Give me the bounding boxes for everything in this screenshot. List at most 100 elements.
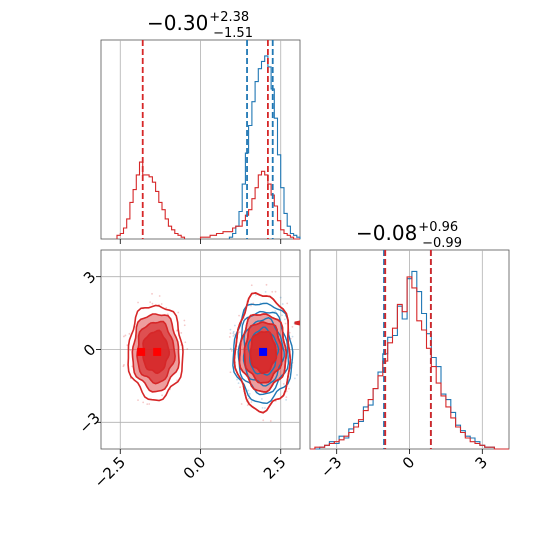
red-sample-point <box>250 284 253 287</box>
blue-histogram-p0 <box>228 55 301 239</box>
red-sample-point <box>288 387 290 390</box>
red-sample-point <box>146 403 149 406</box>
red-sample-point <box>285 390 288 393</box>
red-sample-point <box>186 348 189 350</box>
histogram-p0-quantile-lines <box>141 40 274 239</box>
histogram-p1-grid <box>336 250 483 449</box>
red-sample-point <box>122 365 125 368</box>
contour-yticks: −3 0 3 <box>76 268 104 438</box>
red-sample-point <box>246 404 249 407</box>
red-sample-point <box>269 420 272 422</box>
red-sample-point <box>271 290 274 293</box>
blue-sample-point <box>291 335 294 338</box>
blue-sample-point <box>236 378 238 381</box>
red-sample-point <box>250 304 252 307</box>
blue-sample-point <box>264 291 267 293</box>
blue-sample-point <box>232 330 235 333</box>
histogram-panel-p0 <box>100 39 301 244</box>
blue-sample-point <box>274 310 277 313</box>
blue-sample-point <box>229 328 232 331</box>
x-tick-label: −2.5 <box>91 453 129 491</box>
red-sample-point <box>124 334 127 337</box>
red-sample-point <box>165 307 168 309</box>
red-sample-point <box>183 324 186 327</box>
red-contour-outline <box>233 292 292 414</box>
blue-sample-point <box>260 398 263 400</box>
x-tick-label: 2.5 <box>260 453 290 483</box>
x-tick-label: 3 <box>472 453 491 472</box>
histogram-p1-series <box>310 270 509 450</box>
red-histogram-p1 <box>310 276 509 450</box>
red-sample-point <box>285 396 288 399</box>
blue-sample-point <box>237 382 240 385</box>
title-p0: −0.30+2.38 −1.51 <box>147 10 253 41</box>
red-sample-point <box>180 332 183 334</box>
x-tick-label: −3 <box>317 453 345 481</box>
blue-sample-point <box>261 406 264 409</box>
blue-estimate-point <box>259 347 268 356</box>
red-sample-point <box>229 332 232 335</box>
red-sample-point <box>137 301 139 304</box>
red-sample-point <box>183 319 186 322</box>
red-sample-point <box>238 314 240 317</box>
blue-sample-point <box>281 303 284 305</box>
red-sample-point <box>149 301 152 304</box>
red-sample-point <box>158 295 161 297</box>
histogram-p1-quantile-lines <box>383 250 432 449</box>
red-sample-point <box>123 364 125 366</box>
red-sample-point <box>151 292 153 295</box>
x-tick-label: 0.0 <box>180 453 210 483</box>
blue-sample-point <box>279 296 282 299</box>
red-estimate-point <box>153 347 162 356</box>
red-sample-point <box>233 333 236 336</box>
histogram-p0-series <box>116 55 301 240</box>
red-sample-point <box>123 335 125 338</box>
red-sample-point <box>166 313 169 316</box>
red-sample-point <box>291 325 294 328</box>
red-sample-point <box>161 394 163 397</box>
histogram-p0-xticks <box>119 239 282 244</box>
red-sample-point <box>229 371 232 374</box>
blue-sample-point <box>283 318 286 321</box>
red-sample-point <box>129 349 132 352</box>
blue-sample-point <box>232 335 235 337</box>
red-sample-point <box>177 311 180 314</box>
red-contour-edge <box>294 320 300 326</box>
contour-shapes <box>127 292 300 414</box>
red-histogram-p0 <box>116 161 300 240</box>
red-sample-point <box>274 290 277 293</box>
blue-sample-point <box>285 398 288 401</box>
blue-sample-point <box>248 392 251 395</box>
red-sample-point <box>230 350 233 352</box>
blue-sample-point <box>247 389 249 392</box>
red-sample-point <box>282 383 285 385</box>
blue-sample-point <box>293 377 296 380</box>
red-sample-point <box>262 419 265 422</box>
red-estimate-point <box>137 347 146 356</box>
red-sample-point <box>284 322 287 325</box>
red-contour-outline <box>243 321 283 384</box>
red-sample-point <box>238 331 241 334</box>
scatter-contour-panel: −2.5 0.0 2.5 −3 0 3 <box>76 249 301 492</box>
estimate-points <box>137 347 268 356</box>
y-tick-label: 3 <box>80 268 99 287</box>
red-sample-point <box>137 399 139 402</box>
red-sample-point <box>151 302 154 305</box>
title-p1: −0.08+0.96 −0.99 <box>356 220 462 251</box>
red-sample-point <box>148 403 151 405</box>
red-sample-point <box>265 283 268 286</box>
red-sample-point <box>239 386 241 389</box>
blue-sample-point <box>264 407 266 409</box>
red-sample-point <box>240 403 243 405</box>
red-sample-point <box>250 401 253 403</box>
red-sample-point <box>248 397 250 400</box>
red-sample-point <box>228 336 231 338</box>
blue-contour <box>232 302 294 405</box>
contour-xticks: −2.5 0.0 2.5 <box>91 449 290 492</box>
y-tick-label: 0 <box>80 340 99 359</box>
blue-sample-point <box>232 332 235 335</box>
blue-sample-point <box>233 324 236 327</box>
blue-sample-point <box>281 314 283 317</box>
red-sample-point <box>184 341 187 344</box>
blue-sample-point <box>296 374 298 376</box>
